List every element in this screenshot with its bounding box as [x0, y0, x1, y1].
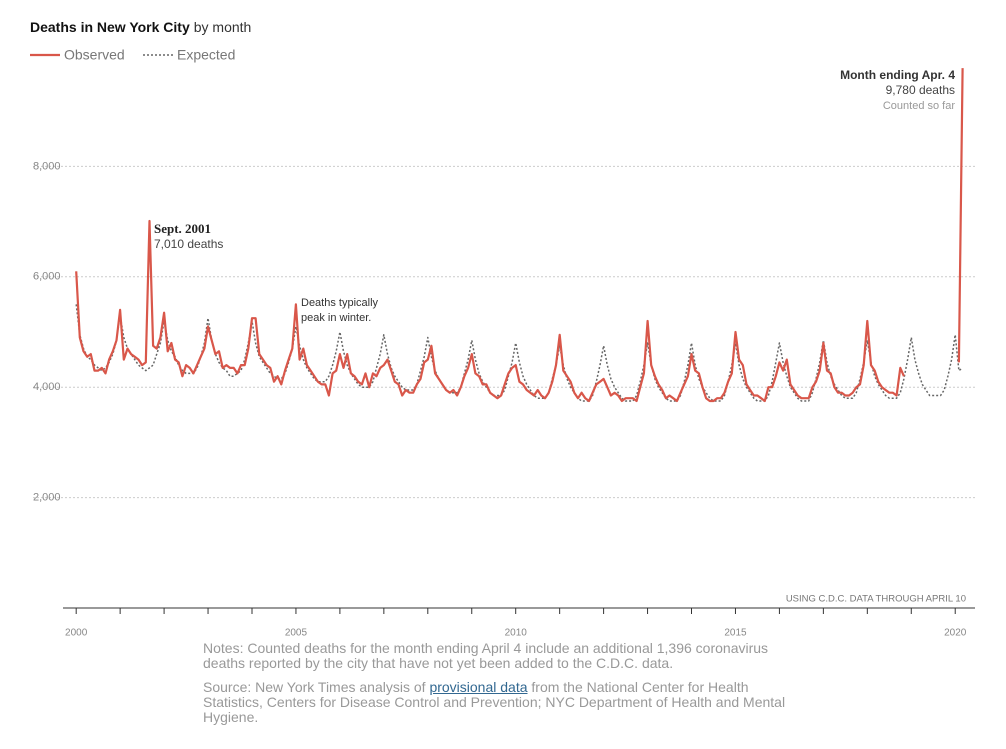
annotation: Sept. 2001 [154, 221, 211, 236]
annotation: Deaths typically [301, 297, 379, 309]
y-tick-label: 8,000 [33, 160, 61, 172]
source-text: from the National Center for Health Stat… [203, 679, 786, 725]
x-tick-label: 2010 [505, 628, 528, 639]
line [75, 68, 964, 403]
notes: Notes: Counted deaths for the month endi… [203, 640, 769, 671]
chart-title: Deaths in New York City by month [30, 19, 251, 35]
annotation: 7,010 deaths [154, 237, 223, 251]
legend-label: Expected [177, 47, 235, 63]
title: Deaths in New York City [30, 19, 190, 35]
subtitle: by month [194, 19, 252, 35]
annotation: Counted so far [883, 100, 955, 112]
source: Source: New York Times analysis of provi… [203, 680, 803, 725]
legend: Observed Expected [30, 47, 235, 63]
chart: Deaths in New York City by month Observed… [30, 19, 975, 639]
line [75, 304, 964, 402]
y-tick-label: 6,000 [33, 271, 61, 283]
annotation: Month ending Apr. 4 [840, 68, 955, 82]
data-note: USING C.D.C. DATA THROUGH APRIL 10 [786, 594, 966, 605]
x-tick-label: 2000 [65, 628, 88, 639]
annotation: 9,780 deaths [886, 83, 955, 97]
y-tick-label: 4,000 [33, 381, 61, 393]
source-text: Source: New York Times analysis of [203, 679, 430, 695]
x-tick-label: 2005 [285, 628, 308, 639]
x-tick-label: 2020 [944, 628, 967, 639]
legend-label: Observed [64, 47, 125, 63]
source-link[interactable]: provisional data [429, 679, 528, 695]
y-tick-label: 2,000 [33, 492, 61, 504]
annotation: peak in winter. [301, 312, 371, 324]
x-tick-label: 2015 [724, 628, 747, 639]
